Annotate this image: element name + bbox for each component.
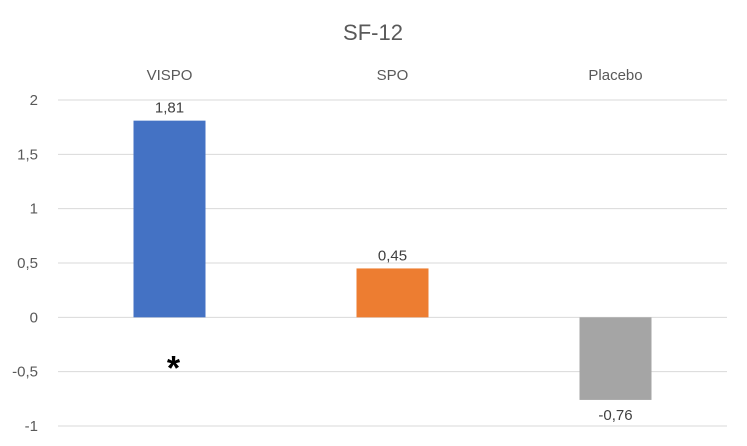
y-tick-label: 2: [30, 92, 38, 109]
significance-annotation: *: [167, 349, 181, 387]
data-label: 0,45: [378, 247, 407, 264]
y-tick-label: 0,5: [17, 255, 38, 272]
annotations: *: [167, 349, 181, 387]
bars: [133, 120, 652, 400]
data-label: 1,81: [155, 100, 184, 117]
y-tick-label: -0,5: [12, 364, 38, 381]
y-tick-label: 1: [30, 201, 38, 218]
category-labels: VISPO SPO Placebo: [147, 67, 643, 84]
data-label: -0,76: [598, 407, 632, 424]
data-labels: 1,81 0,45 -0,76: [155, 100, 633, 424]
y-tick-label: -1: [25, 418, 38, 435]
bar: [356, 268, 429, 318]
chart-title: SF-12: [343, 20, 403, 45]
y-tick-label: 1,5: [17, 146, 38, 163]
category-label: SPO: [377, 67, 409, 84]
y-tick-label: 0: [30, 309, 38, 326]
bar: [579, 317, 652, 400]
bar: [133, 120, 206, 318]
category-label: VISPO: [147, 67, 193, 84]
category-label: Placebo: [588, 67, 642, 84]
y-axis-tick-labels: -1 -0,5 0 0,5 1 1,5 2: [12, 92, 38, 435]
